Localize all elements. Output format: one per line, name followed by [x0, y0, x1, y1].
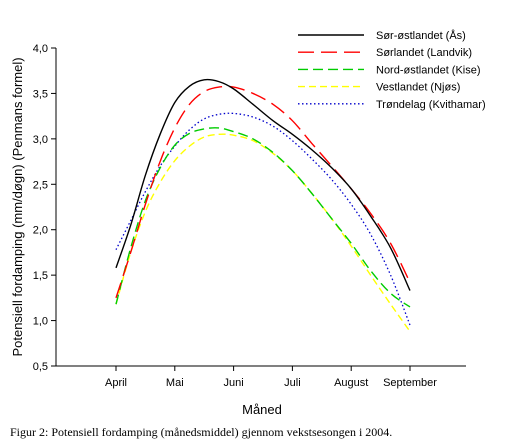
series-layer [115, 78, 411, 332]
legend-label-3: Vestlandet (Njøs) [376, 82, 460, 94]
series-line-4 [115, 112, 411, 326]
y-axis-title: Potensiell fordamping (mm/døgn) (Penmans… [10, 57, 25, 356]
x-tick-label: Juni [224, 377, 244, 389]
y-tick-label: 3,0 [33, 134, 48, 146]
legend-label-1: Sørlandet (Landvik) [376, 47, 472, 59]
legend-label-2: Nord-østlandet (Kise) [376, 64, 481, 76]
x-tick-label: Mai [166, 377, 184, 389]
series-line-2 [115, 127, 411, 308]
axes-layer: 0,5 1,0 1,5 2,0 2,5 3,0 3,5 4,0 April Mai Juni Juli… [10, 43, 466, 417]
x-tick-label: Juli [284, 377, 301, 389]
series-line-1 [115, 85, 411, 299]
y-tick-label: 0,5 [33, 361, 48, 373]
x-axis-title: Måned [242, 402, 282, 417]
y-tick-label: 2,0 [33, 225, 48, 237]
x-tick-label: August [334, 377, 368, 389]
legend: Sør-østlandet (Ås) Sørlandet (Landvik) Nor… [298, 29, 486, 111]
legend-label-4: Trøndelag (Kvithamar) [376, 99, 486, 111]
x-tick-label: April [105, 377, 127, 389]
y-tick-label: 3,5 [33, 88, 48, 100]
figure-caption: Figur 2: Potensiell fordamping (månedsmi… [10, 425, 393, 439]
series-line-3 [115, 133, 411, 332]
series-line-0 [115, 78, 411, 291]
y-tick-label: 1,5 [33, 270, 48, 282]
y-tick-label: 4,0 [33, 43, 48, 55]
y-tick-label: 1,0 [33, 316, 48, 328]
legend-label-0: Sør-østlandet (Ås) [376, 29, 466, 42]
y-tick-label: 2,5 [33, 179, 48, 191]
x-tick-label: September [383, 377, 437, 389]
